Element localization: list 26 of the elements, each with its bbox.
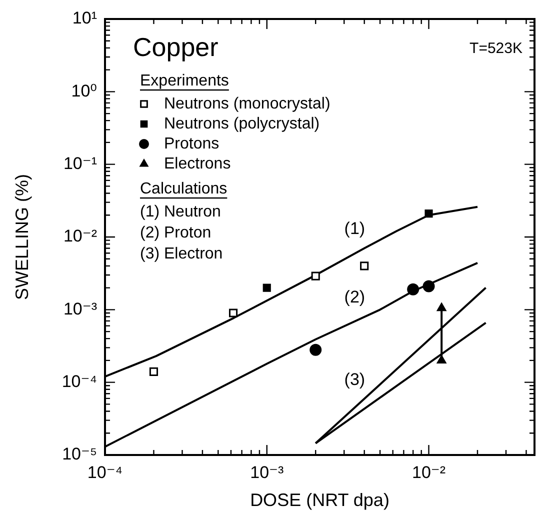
legend-label: Protons xyxy=(164,135,220,152)
annotation: (1) Neutron xyxy=(140,203,221,220)
x-tick-label: 10⁻³ xyxy=(250,462,284,482)
series-label: (2) xyxy=(344,287,366,306)
legend-label: Neutrons (monocrystal) xyxy=(164,95,330,112)
x-tick-label: 10⁻² xyxy=(412,462,446,482)
series-label: (3) xyxy=(344,370,366,389)
annotation: Calculations xyxy=(140,180,228,198)
legend-label: Electrons xyxy=(164,155,231,172)
y-tick-label: 10⁻⁵ xyxy=(62,444,97,464)
y-tick-label: 10⁻⁴ xyxy=(62,372,97,392)
text: Copper xyxy=(133,32,219,62)
y-tick-label: 10¹ xyxy=(72,8,98,28)
y-tick-label: 10⁻¹ xyxy=(63,154,98,174)
x-tick-label: 10⁻⁴ xyxy=(87,462,123,482)
y-axis-title: SWELLING (%) xyxy=(12,174,32,300)
annotation: (2) Proton xyxy=(140,224,212,242)
annotation: (3) Electron xyxy=(140,245,223,262)
x-axis-title: DOSE (NRT dpa) xyxy=(250,490,390,510)
y-tick-label: 10⁻² xyxy=(63,226,98,246)
legend-label: Neutrons (polycrystal) xyxy=(164,115,320,132)
y-tick-label: 10⁻³ xyxy=(63,299,98,318)
annotation: Experiments xyxy=(140,72,229,90)
y-tick-label: 10⁰ xyxy=(71,81,98,100)
series-label: (1) xyxy=(344,218,366,238)
text: T=523K xyxy=(470,40,522,58)
